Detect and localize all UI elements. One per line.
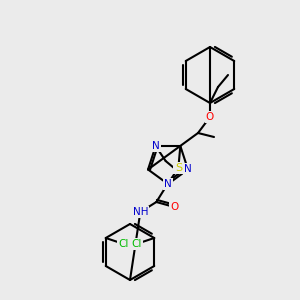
Text: Cl: Cl	[131, 239, 141, 249]
Text: O: O	[206, 112, 214, 122]
Text: S: S	[175, 163, 182, 173]
Text: Cl: Cl	[118, 239, 129, 249]
Text: N: N	[184, 164, 192, 175]
Text: NH: NH	[133, 207, 148, 217]
Text: N: N	[152, 141, 160, 151]
Text: O: O	[170, 202, 178, 212]
Text: N: N	[164, 179, 172, 189]
